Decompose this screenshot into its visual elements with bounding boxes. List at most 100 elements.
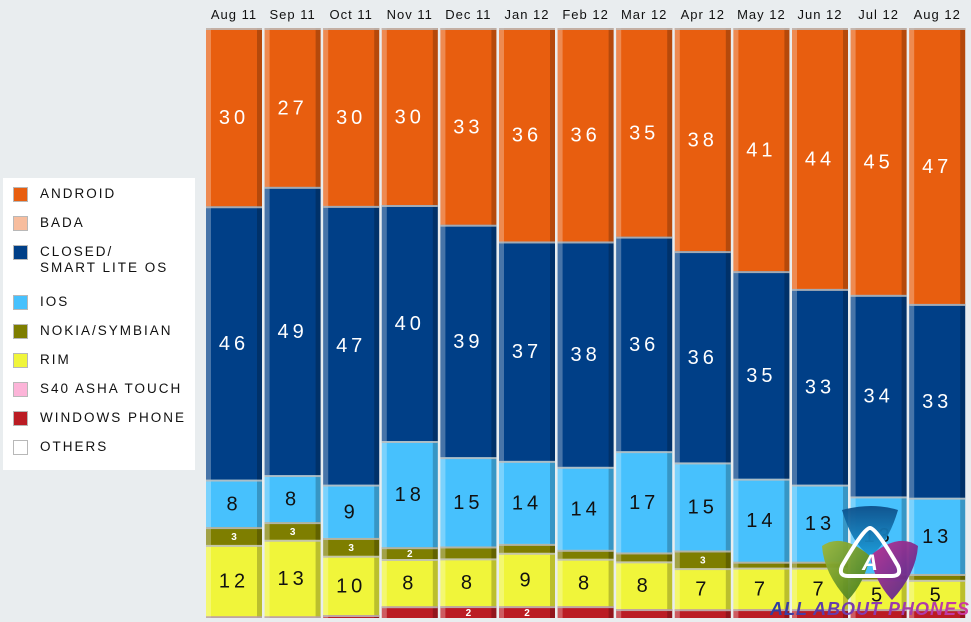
bar-segment: [264, 28, 321, 187]
bar-highlight: [674, 550, 680, 569]
bar-highlight: [674, 568, 680, 610]
bar-segment: [440, 558, 497, 607]
x-tick-label: Nov 11: [387, 7, 433, 22]
bar-segment: [440, 28, 497, 225]
bar-shadow: [491, 606, 497, 618]
segment-divider: [381, 28, 438, 30]
legend-label: CLOSED/ SMART LITE OS: [40, 244, 169, 275]
bar-shadow: [432, 205, 438, 441]
bar-shadow: [960, 579, 966, 610]
data-label: 38: [688, 130, 718, 152]
segment-divider: [499, 606, 555, 609]
segment-divider: [206, 616, 262, 618]
legend-label: RIM: [40, 352, 71, 367]
legend-swatch: [13, 295, 28, 310]
segment-divider: [323, 28, 380, 30]
legend-swatch: [13, 382, 28, 397]
bar-shadow: [315, 475, 321, 523]
segment-divider: [264, 475, 321, 478]
bar-segment: [323, 28, 380, 206]
bar-highlight: [206, 206, 211, 480]
segment-divider: [381, 205, 438, 207]
bar-highlight: [909, 579, 915, 610]
bar-segment: [792, 609, 848, 618]
data-label: 3: [290, 527, 296, 538]
bar-segment: [616, 609, 673, 618]
bar-shadow: [843, 567, 848, 610]
segment-divider: [909, 303, 966, 306]
bar-highlight: [499, 460, 504, 544]
bar-highlight: [792, 484, 797, 562]
bar-highlight: [440, 558, 446, 607]
data-label: 38: [570, 344, 600, 366]
bar-segment: [792, 561, 848, 568]
legend-item: ANDROID: [13, 186, 116, 202]
segment-divider: [733, 609, 790, 612]
bar-segment: [264, 539, 321, 617]
segment-divider: [206, 479, 262, 482]
bar-shadow: [725, 550, 731, 569]
segment-divider: [499, 460, 555, 463]
data-label: 30: [336, 107, 366, 129]
bar-highlight: [323, 555, 329, 616]
segment-divider: [792, 484, 848, 487]
bar-segment: [323, 205, 380, 485]
segment-divider: [557, 606, 614, 609]
bar-shadow: [960, 609, 966, 618]
bar-shadow: [257, 527, 262, 545]
bar-highlight: [499, 552, 504, 607]
bar-highlight: [381, 606, 387, 618]
segment-divider: [850, 28, 907, 30]
data-label: 46: [219, 333, 249, 355]
data-label: 14: [570, 498, 600, 520]
bar-highlight: [499, 28, 504, 242]
bar-shadow: [550, 543, 555, 553]
bar-segment: [499, 28, 555, 242]
segment-divider: [909, 573, 966, 576]
segment-divider: [323, 205, 380, 208]
bar-highlight: [909, 497, 915, 574]
segment-divider: [499, 543, 555, 546]
bar-highlight: [381, 441, 387, 548]
segment-divider: [381, 547, 438, 550]
segment-divider: [792, 28, 848, 30]
data-label: 13: [922, 526, 952, 548]
bar-segment: [499, 543, 555, 553]
data-label: 17: [629, 492, 659, 514]
segment-divider: [323, 484, 380, 487]
legend-item: RIM: [13, 352, 71, 368]
bar-highlight: [323, 537, 329, 556]
data-label: 2: [466, 608, 472, 619]
segment-divider: [792, 567, 848, 570]
segment-divider: [323, 555, 380, 558]
segment-divider: [440, 28, 497, 30]
bar-shadow: [725, 462, 731, 551]
bar-shadow: [550, 28, 555, 242]
segment-divider: [616, 609, 673, 612]
bar-segment: [264, 186, 321, 476]
segment-divider: [264, 28, 321, 30]
bar-highlight: [381, 559, 387, 607]
data-label: 27: [277, 97, 307, 119]
bar-highlight: [909, 303, 915, 498]
bar-shadow: [374, 28, 380, 206]
legend-label: ANDROID: [40, 186, 117, 201]
bar-segment: [206, 527, 262, 545]
bar-segment: [733, 567, 790, 610]
segment-divider: [264, 522, 321, 525]
data-label: 37: [512, 341, 542, 363]
bar-shadow: [667, 552, 673, 562]
bar-segment: [323, 555, 380, 616]
bar-shadow: [257, 479, 262, 528]
bar-shadow: [843, 609, 848, 618]
data-label: 33: [453, 116, 483, 138]
bar-segment: [557, 28, 614, 242]
bar-highlight: [733, 28, 739, 272]
bar-shadow: [667, 236, 673, 452]
legend-swatch: [13, 353, 28, 368]
data-label: 18: [395, 484, 425, 506]
bar-segment: [909, 497, 966, 574]
bar-highlight: [733, 609, 739, 618]
bar-shadow: [432, 28, 438, 205]
